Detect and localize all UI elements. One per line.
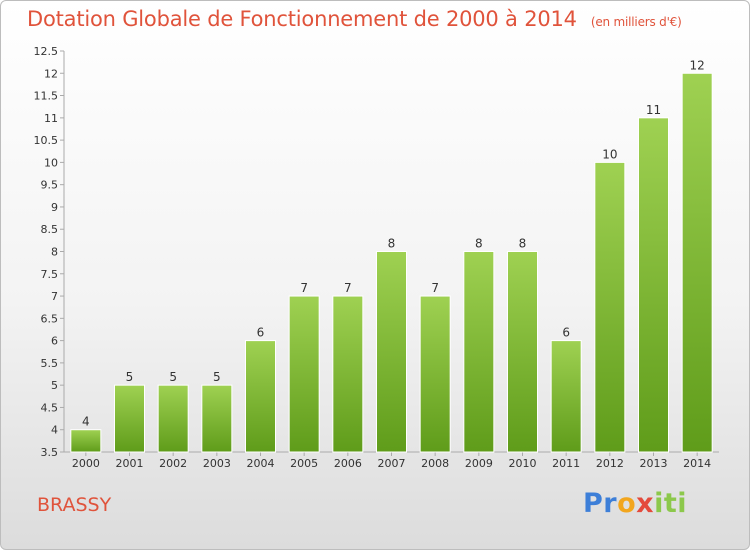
x-tick-label: 2000 [72,457,100,470]
bar-2000 [70,429,102,453]
x-tick-label: 2004 [247,457,275,470]
x-tick-label: 2006 [334,457,362,470]
y-tick-label: 8 [51,246,58,259]
y-tick-label: 3.5 [41,446,59,459]
y-tick-label: 8.5 [41,223,59,236]
chart-unit: (en milliers d'€) [590,15,682,29]
x-tick-label: 2001 [116,457,144,470]
y-tick-label: 11.5 [34,90,59,103]
y-tick-label: 10.5 [34,134,59,147]
y-tick-label: 12 [44,67,58,80]
y-tick-label: 4 [51,424,58,437]
x-tick-label: 2003 [203,457,231,470]
value-label-2009: 8 [475,237,483,251]
value-label-2000: 4 [82,415,90,429]
y-tick-label: 6.5 [41,312,59,325]
bar-2007 [376,251,407,453]
bar-2005 [288,295,320,453]
bar-2013 [638,117,669,453]
x-tick-label: 2009 [465,457,493,470]
y-tick-label: 5.5 [41,357,59,370]
x-tick-label: 2014 [683,457,711,470]
bar-2004 [245,340,276,453]
value-label-2005: 7 [300,281,308,295]
value-label-2001: 5 [126,370,134,384]
chart-title-text: Dotation Globale de Fonctionnement de 20… [27,7,577,31]
x-tick-label: 2012 [596,457,624,470]
x-tick-label: 2010 [509,457,537,470]
x-tick-label: 2013 [640,457,668,470]
y-axis: 3.5 4 4.5 5 5.5 6 6.5 7 7.5 8 8.5 9 9.5 10 10.5 11 11.5 1… [34,45,65,459]
value-label-2003: 5 [213,370,221,384]
bar-2010 [507,251,538,453]
y-tick-label: 7.5 [41,268,59,281]
x-tick-label: 2007 [378,457,406,470]
value-label-2004: 6 [257,326,265,340]
y-tick-label: 6 [51,335,58,348]
x-tick-label: 2011 [552,457,580,470]
bar-2011 [550,340,582,453]
bar-2001 [114,384,145,453]
bar-2009 [463,251,495,453]
value-label-2012: 10 [602,147,617,161]
value-label-2002: 5 [169,370,177,384]
value-label-2010: 8 [519,237,527,251]
bar-2008 [419,295,451,453]
bar-2006 [332,295,364,453]
value-label-2014: 12 [690,58,705,72]
x-axis: 2000 2001 2002 2003 2004 2005 2006 2007 2008 2009… [64,451,719,470]
y-tick-label: 12.5 [34,45,59,58]
commune-name: BRASSY [37,494,112,516]
y-tick-label: 9 [51,201,58,214]
value-label-2013: 11 [646,103,661,117]
y-tick-label: 7 [51,290,58,303]
x-tick-label: 2002 [159,457,187,470]
bar-2003 [201,384,233,453]
y-tick-label: 11 [44,112,58,125]
value-labels: 4 5 5 5 6 7 7 8 7 8 8 6 10 11 12 [82,58,705,428]
value-label-2008: 7 [431,281,439,295]
bar-2002 [157,384,189,453]
x-tick-label: 2005 [290,457,318,470]
bar-2012 [594,161,626,453]
proxiti-logo: Proxiti [583,488,688,519]
y-tick-label: 9.5 [41,179,59,192]
y-tick-label: 10 [44,156,58,169]
y-tick-label: 5 [51,379,58,392]
chart-title: Dotation Globale de Fonctionnement de 20… [27,7,682,31]
y-tick-label: 4.5 [41,401,59,414]
x-tick-label: 2008 [421,457,449,470]
bar-2014 [681,72,713,453]
value-label-2006: 7 [344,281,352,295]
bars [70,72,713,453]
value-label-2011: 6 [562,326,570,340]
value-label-2007: 8 [388,237,396,251]
